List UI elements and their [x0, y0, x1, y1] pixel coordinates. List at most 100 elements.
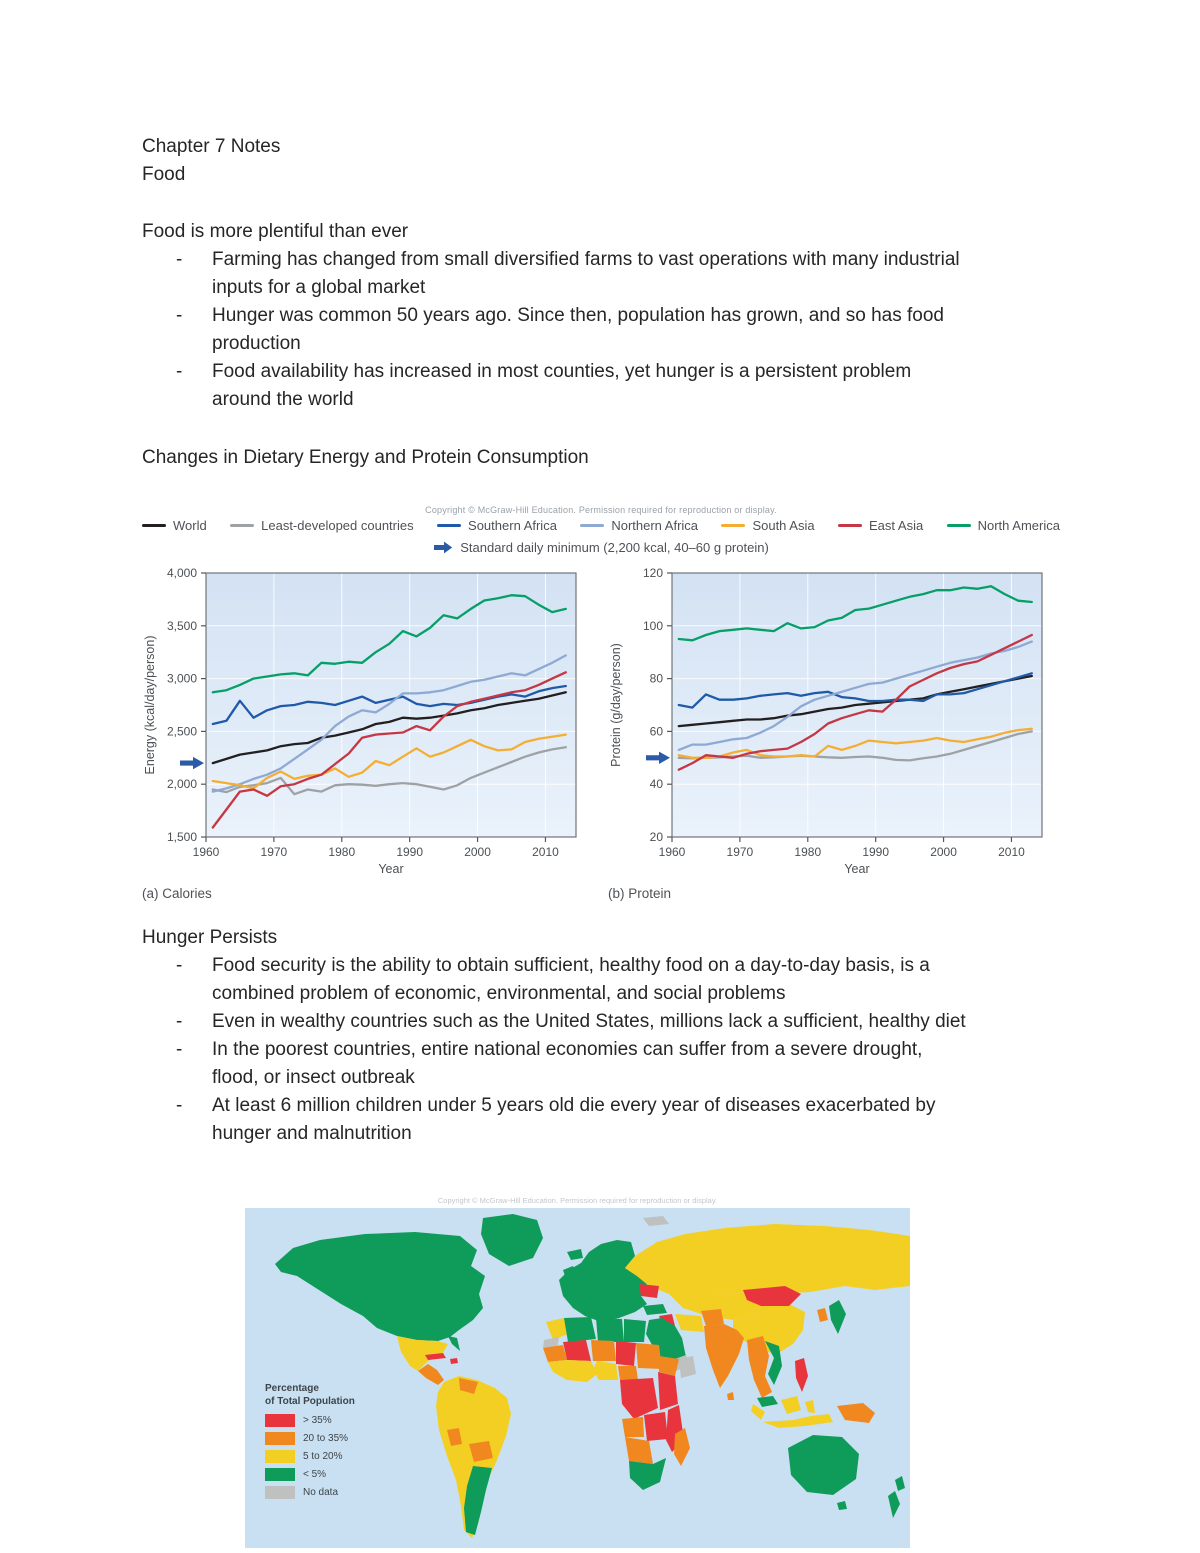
section2-heading: Changes in Dietary Energy and Protein Co…: [142, 447, 589, 468]
charts-row: 1,500 2,000 2,500 3,000 3,500 4,000 1960 1970 19…: [140, 565, 1062, 901]
region-florida: [448, 1336, 460, 1351]
xtick-label: 1990: [396, 845, 423, 859]
region-svalbard: [643, 1216, 669, 1226]
region-east-africa: [658, 1372, 678, 1410]
list-item: - In the poorest countries, entire natio…: [142, 1036, 974, 1092]
region-russia: [625, 1224, 910, 1298]
region-south-africa: [629, 1458, 666, 1490]
xtick-label: 1960: [193, 845, 220, 859]
xtick-label: 2000: [930, 845, 957, 859]
xtick-label: 1970: [727, 845, 754, 859]
legend-swatch: [838, 524, 862, 527]
legend-swatch: [142, 524, 166, 527]
region-zambia-zimbabwe: [644, 1412, 668, 1441]
map-legend-row: No data: [265, 1486, 355, 1499]
ytick-label: 100: [643, 619, 663, 633]
xtick-label: 1960: [659, 845, 686, 859]
legend-label: Northern Africa: [611, 518, 699, 533]
map-legend-swatch: [265, 1450, 295, 1463]
figure-copyright: Copyright © McGraw-Hill Education. Permi…: [425, 505, 777, 515]
section1-heading: Food is more plentiful than ever: [142, 221, 409, 242]
list-item: - At least 6 million children under 5 ye…: [142, 1092, 974, 1148]
series-east-asia: [211, 671, 567, 829]
list-item: - Food security is the ability to obtain…: [142, 952, 974, 1008]
map-legend-title: Percentage of Total Population: [265, 1382, 355, 1408]
list-item: - Food availability has increased in mos…: [142, 358, 974, 414]
legend-item-least-developed-countries: Least-developed countries: [230, 518, 414, 533]
region-iceland: [567, 1249, 583, 1260]
region-west-africa: [548, 1360, 597, 1382]
section3-bullets: - Food security is the ability to obtain…: [142, 952, 974, 1148]
ytick-label: 3,500: [167, 619, 197, 633]
bullet-text: Even in wealthy countries such as the Un…: [212, 1011, 966, 1032]
series-north-america: [211, 594, 567, 694]
map-legend-label: 20 to 35%: [303, 1433, 349, 1444]
map-legend-swatch: [265, 1432, 295, 1445]
xtick-label: 2010: [998, 845, 1025, 859]
series-southern-africa: [677, 672, 1033, 709]
list-item: - Farming has changed from small diversi…: [142, 246, 974, 302]
map-legend-label: > 35%: [303, 1415, 332, 1426]
calories-chart-block: 1,500 2,000 2,500 3,000 3,500 4,000 1960 1970 19…: [140, 565, 596, 901]
map-legend-title-line2: of Total Population: [265, 1396, 355, 1407]
legend-swatch: [437, 524, 462, 527]
legend-label: Least-developed countries: [261, 518, 414, 533]
plot-frame: [671, 572, 1043, 838]
legend-item-northern-africa: Northern Africa: [580, 518, 698, 533]
ytick-label: 2,000: [167, 777, 197, 791]
legend-swatch: [946, 524, 971, 527]
region-namibia-botswana: [625, 1437, 653, 1464]
ytick-label: 80: [650, 672, 664, 686]
bullet-text: At least 6 million children under 5 year…: [212, 1095, 936, 1144]
region-tasmania: [837, 1501, 847, 1510]
bullet-dash: -: [176, 249, 183, 270]
region-venezuela: [459, 1378, 478, 1394]
series-world: [211, 691, 567, 765]
bullet-dash: -: [176, 1095, 183, 1116]
dietary-figure: Copyright © McGraw-Hill Education. Permi…: [140, 505, 1062, 901]
region-korea: [817, 1308, 828, 1322]
figure-minimum-legend: Standard daily minimum (2,200 kcal, 40–6…: [140, 540, 1062, 555]
list-item: - Even in wealthy countries such as the …: [142, 1008, 974, 1036]
legend-swatch: [721, 524, 746, 527]
ytick-label: 3,000: [167, 672, 197, 686]
ytick-label: 1,500: [167, 830, 197, 844]
region-mexico: [397, 1336, 448, 1371]
section-dietary-heading: Changes in Dietary Energy and Protein Co…: [142, 444, 589, 472]
region-cameroon-car: [618, 1366, 638, 1380]
region-cuba: [425, 1353, 446, 1360]
series-northern-africa: [677, 640, 1033, 752]
xtick-label: 1980: [328, 845, 355, 859]
region-vietnam: [765, 1341, 782, 1385]
region-central-america: [418, 1364, 444, 1385]
undernourishment-world-map: Percentage of Total Population > 35% 20 t…: [245, 1208, 910, 1548]
legend-label: World: [173, 518, 207, 533]
section-food-plentiful: Food is more plentiful than ever - Farmi…: [142, 218, 974, 414]
region-drc: [620, 1378, 658, 1419]
map-legend-label: < 5%: [303, 1469, 327, 1480]
xtick-label: 2010: [532, 845, 559, 859]
list-item: - Hunger was common 50 years ago. Since …: [142, 302, 974, 358]
legend-swatch: [580, 524, 605, 527]
series-northern-africa: [211, 654, 567, 793]
bullet-dash: -: [176, 361, 183, 382]
xtick-label: 1970: [261, 845, 288, 859]
legend-item-world: World: [142, 518, 207, 533]
map-copyright: Copyright © McGraw-Hill Education. Permi…: [437, 1196, 718, 1205]
map-legend: Percentage of Total Population > 35% 20 t…: [265, 1382, 355, 1504]
bullet-dash: -: [176, 955, 183, 976]
region-iran: [675, 1314, 704, 1332]
region-philippines: [795, 1358, 808, 1392]
region-chad: [616, 1341, 636, 1366]
region-sumatra: [751, 1404, 765, 1420]
region-southern-cone: [464, 1466, 492, 1535]
region-central-asia: [669, 1292, 761, 1320]
region-ethiopia: [659, 1356, 679, 1376]
world-map-svg: [245, 1208, 910, 1548]
chapter-subtitle: Food: [142, 164, 186, 185]
map-legend-swatch: [265, 1486, 295, 1499]
bullet-dash: -: [176, 1011, 183, 1032]
legend-label: South Asia: [752, 518, 815, 533]
region-australia: [788, 1435, 859, 1495]
bullet-text: Food availability has increased in most …: [212, 361, 912, 410]
